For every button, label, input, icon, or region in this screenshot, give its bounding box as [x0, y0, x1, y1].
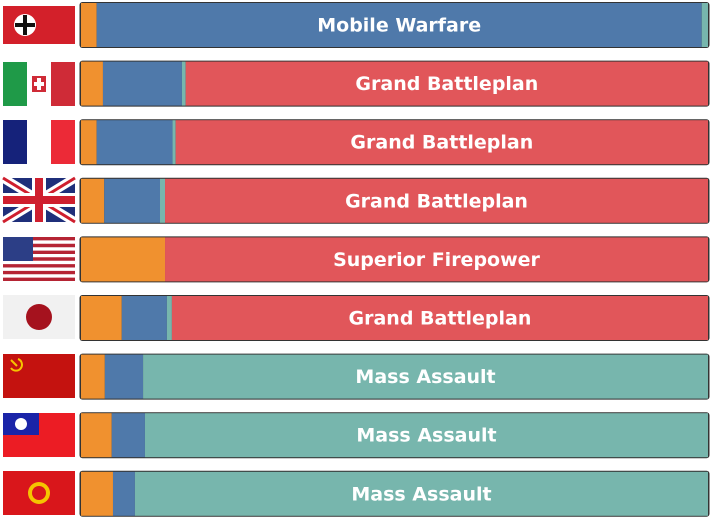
bar-segment [172, 120, 176, 165]
bar-segment [96, 120, 173, 165]
bar-segment [81, 413, 112, 458]
bar-segment [121, 296, 167, 340]
bar-segment [81, 471, 113, 516]
bar-segment [185, 61, 709, 106]
flag [3, 3, 75, 47]
bar-segment [166, 296, 172, 340]
bar-segment [96, 3, 702, 47]
bar-segment [143, 354, 708, 399]
bar-segment [701, 3, 708, 47]
bar-segment [81, 354, 105, 399]
bar-segment [112, 471, 135, 516]
flag [3, 354, 75, 398]
bar-segment [81, 3, 97, 47]
flag [3, 120, 75, 164]
bar-label: Mass Assault [351, 483, 491, 505]
bar-segment [81, 237, 166, 282]
bar-segment [160, 178, 166, 223]
bar-segment [81, 120, 97, 165]
bar-label: Grand Battleplan [350, 132, 533, 154]
flag [3, 62, 75, 106]
flags [0, 3, 78, 515]
flag [3, 471, 75, 515]
bar-segment [104, 178, 161, 223]
bar-segment [144, 413, 709, 458]
flag [3, 295, 75, 339]
flag [3, 237, 75, 281]
bar-label: Grand Battleplan [349, 308, 532, 330]
bar-label: Mobile Warfare [317, 15, 481, 37]
bar-segment [81, 61, 103, 106]
bar-segment [165, 237, 708, 282]
bar-label: Mass Assault [355, 366, 495, 388]
bar-segment [81, 178, 105, 223]
bar-label: Grand Battleplan [355, 73, 538, 95]
bar-segment [181, 61, 186, 106]
bar-segment [111, 413, 145, 458]
bar-segment [104, 354, 144, 399]
bar-segment [81, 296, 122, 340]
bar-label: Grand Battleplan [345, 190, 528, 212]
bar-segment [102, 61, 182, 106]
bar-segment [165, 178, 708, 223]
bar-label: Superior Firepower [333, 249, 540, 271]
bar-label: Mass Assault [356, 425, 496, 447]
bar-segment [171, 296, 709, 340]
flag [3, 413, 75, 457]
bar-segment [134, 471, 708, 516]
flag [0, 174, 78, 226]
bar-segment [175, 120, 708, 165]
